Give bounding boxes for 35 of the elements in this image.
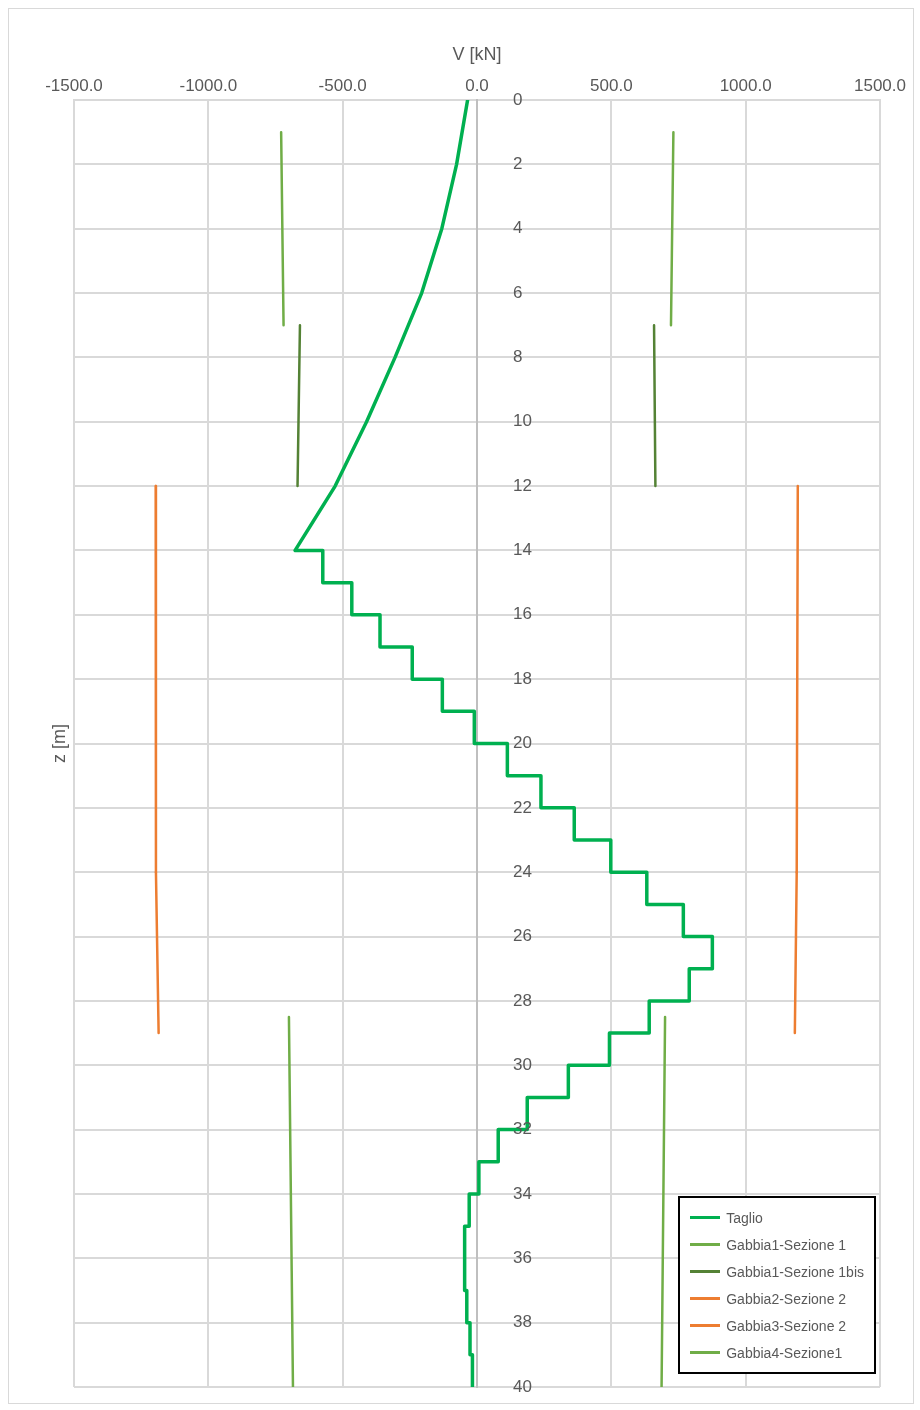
y-tick-label: 24 [513,861,532,881]
y-tick-label: 6 [513,282,523,302]
legend-label: Gabbia2-Sezione 2 [726,1290,847,1307]
x-tick-label: -1000.0 [179,76,238,96]
y-tick-label: 40 [513,1376,532,1396]
y-tick-label: 36 [513,1247,532,1267]
y-tick-label: 34 [513,1183,532,1203]
x-tick-label: 500.0 [590,76,633,96]
y-tick-label: 12 [513,475,532,495]
y-tick-label: 26 [513,926,532,946]
x-tick-label: -1500.0 [45,76,103,96]
y-tick-label: 18 [513,668,532,688]
y-tick-label: 4 [513,218,523,238]
y-tick-label: 30 [513,1054,532,1074]
x-tick-label: 1500.0 [854,76,906,96]
y-tick-label: 10 [513,411,532,431]
y-tick-label: 16 [513,604,532,624]
y-tick-label: 28 [513,990,532,1010]
legend-label: Gabbia4-Sezione1 [726,1344,843,1361]
y-tick-label: 20 [513,733,532,753]
legend-label: Gabbia1-Sezione 1 [726,1236,847,1253]
x-tick-label: 0.0 [465,76,489,96]
y-tick-label: 14 [513,540,532,560]
x-tick-label: -500.0 [318,76,367,96]
y-tick-label: 8 [513,347,523,367]
y-axis-title: z [m] [48,724,69,763]
x-axis-title: V [kN] [452,43,502,64]
y-tick-label: 2 [513,154,523,174]
y-tick-label: 38 [513,1312,532,1332]
y-tick-label: 22 [513,797,532,817]
x-tick-label: 1000.0 [719,76,772,96]
legend-label: Gabbia1-Sezione 1bis [726,1263,864,1280]
legend-label: Gabbia3-Sezione 2 [726,1317,847,1334]
y-tick-label: 0 [513,89,523,109]
legend-label: Taglio [726,1209,763,1226]
